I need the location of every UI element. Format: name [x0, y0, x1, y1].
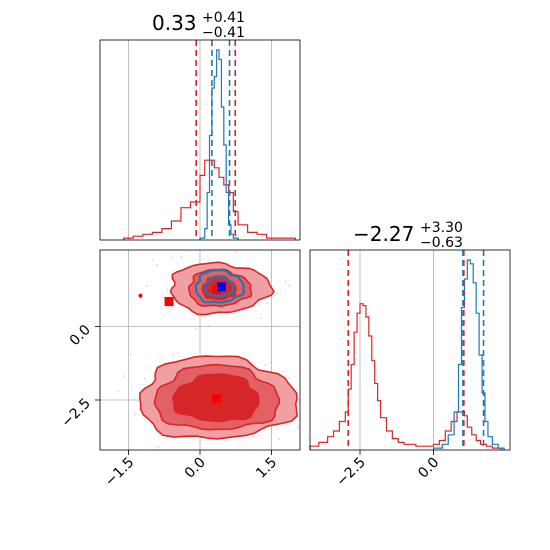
param2-quantile-lines: [347, 250, 485, 450]
marker-blue: [216, 282, 226, 292]
param1-title-upper: +0.41: [202, 10, 245, 26]
scatter-point: [284, 280, 287, 283]
param1-marginal-histograms: [123, 49, 296, 240]
scatter-point: [288, 376, 291, 379]
scatter-point: [172, 354, 174, 357]
scatter-point: [157, 462, 159, 464]
scatter-point: [145, 285, 148, 288]
scatter-point: [310, 407, 312, 409]
param2-x-tick-label: 0.0: [415, 455, 442, 482]
joint-contour-panel: −1.5 0.0 1.5 0.0 −2.5: [58, 246, 413, 535]
joint-x-tick-label: 1.5: [253, 455, 280, 482]
scatter-point: [199, 533, 201, 535]
param2-x-ticks: −2.5 0.0: [333, 450, 442, 490]
scatter-point: [275, 292, 278, 295]
scatter-point: [196, 480, 198, 482]
scatter-point: [278, 438, 280, 441]
param2-marginal-panel: −2.5 0.0 −2.27 +3.30 −0.63: [309, 220, 511, 490]
param1-title: 0.33 +0.41 −0.41: [152, 10, 245, 41]
marker-red: [212, 394, 222, 404]
joint-x-tick-label: −1.5: [102, 455, 137, 490]
param2-marginal-grid: [359, 250, 434, 450]
scatter-point: [264, 363, 267, 366]
scatter-point: [252, 435, 255, 438]
joint-markers: [138, 282, 226, 404]
param2-title-value: −2.27: [353, 222, 414, 246]
param2-marginal-histograms: [309, 259, 505, 450]
param1-marginal-panel: 0.33 +0.41 −0.41: [99, 10, 301, 241]
param1-marginal-grid: [128, 40, 272, 240]
joint-y-tick-label: 0.0: [67, 322, 94, 349]
scatter-point: [195, 327, 198, 330]
blue-contour-level: [194, 268, 245, 304]
param1-marginal-frame: [99, 39, 301, 241]
scatter-point: [276, 324, 279, 327]
scatter-point: [182, 246, 184, 248]
scatter-point: [139, 297, 142, 300]
scatter-point: [91, 391, 93, 393]
joint-x-tick-label: 0.0: [182, 455, 209, 482]
scatter-point: [207, 324, 210, 327]
param2-marginal-frame: [309, 249, 511, 451]
scatter-point: [144, 377, 146, 380]
param1-quantile-lines: [195, 40, 237, 240]
marker-red: [164, 296, 174, 306]
blue-contour-level: [203, 275, 235, 297]
scatter-point: [176, 352, 179, 354]
histogram-blue: [432, 259, 505, 450]
scatter-point: [129, 353, 132, 355]
marker-red: [212, 285, 222, 295]
joint-y-ticks: 0.0 −2.5: [58, 322, 100, 431]
param1-title-value: 0.33: [152, 11, 197, 35]
scatter-point: [308, 308, 310, 310]
param2-x-tick-label: −2.5: [333, 455, 368, 490]
param1-title-lower: −0.41: [202, 25, 245, 41]
scatter-point: [96, 377, 98, 379]
param2-title: −2.27 +3.30 −0.63: [353, 220, 463, 251]
scatter-point: [260, 317, 263, 319]
scatter-point: [297, 426, 300, 429]
param2-title-lower: −0.63: [420, 235, 463, 251]
scatter-point: [117, 390, 120, 393]
scatter-point: [134, 413, 137, 416]
joint-y-tick-label: −2.5: [58, 396, 93, 431]
scatter-point: [288, 284, 291, 287]
scatter-point: [411, 397, 413, 399]
scatter-point: [158, 454, 160, 456]
scatter-point: [258, 304, 261, 307]
histogram-red: [309, 303, 502, 450]
scatter-point: [151, 259, 154, 261]
param2-title-upper: +3.30: [420, 220, 463, 236]
scatter-point: [180, 256, 183, 259]
scatter-point: [226, 262, 229, 264]
scatter-point: [269, 361, 272, 364]
scatter-point: [243, 309, 246, 312]
scatter-point: [122, 375, 125, 377]
marker-red-dot: [138, 293, 143, 298]
scatter-point: [327, 380, 329, 382]
joint-x-ticks: −1.5 0.0 1.5: [102, 450, 280, 490]
scatter-point: [234, 251, 237, 254]
scatter-point: [287, 246, 289, 248]
scatter-point: [166, 288, 169, 291]
scatter-point: [334, 382, 336, 384]
scatter-point: [266, 302, 269, 305]
histogram-blue: [199, 49, 239, 240]
scatter-point: [157, 446, 160, 449]
scatter-point: [156, 264, 158, 267]
scatter-point: [170, 256, 173, 259]
